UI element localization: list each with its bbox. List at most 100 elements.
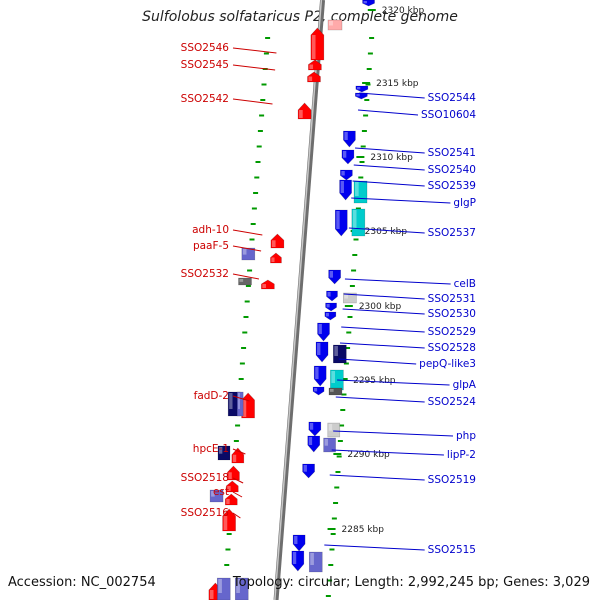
feature-box bbox=[236, 391, 244, 417]
feature-box bbox=[308, 551, 323, 573]
reverse-gene bbox=[307, 435, 321, 453]
right-gene-label: SSO2529 bbox=[428, 326, 476, 338]
feature-box bbox=[238, 277, 252, 286]
reverse-gene-shade bbox=[317, 343, 321, 355]
forward-gene-shade bbox=[227, 485, 231, 491]
reverse-gene bbox=[328, 269, 341, 285]
right-gene-label: glgP bbox=[453, 197, 476, 209]
reverse-gene-shade bbox=[294, 536, 298, 544]
reverse-gene bbox=[291, 550, 305, 572]
left-gene-label: hpcE-1 bbox=[193, 443, 229, 455]
reverse-gene bbox=[302, 463, 315, 479]
left-leader-line bbox=[232, 395, 250, 402]
feature-box-shade bbox=[355, 182, 359, 196]
reverse-gene bbox=[362, 0, 375, 7]
scale-label: 2295 kbp bbox=[353, 376, 396, 386]
right-leader-line bbox=[343, 293, 425, 300]
forward-gene-shade bbox=[299, 110, 303, 118]
reverse-gene bbox=[325, 302, 337, 312]
reverse-gene bbox=[334, 209, 348, 237]
feature-box bbox=[216, 577, 231, 600]
reverse-gene bbox=[313, 365, 327, 387]
accession-label: Accession: NC_002754 bbox=[8, 575, 156, 590]
reverse-gene-shade bbox=[314, 388, 318, 392]
scale-labels: 2320 kbp 2315 kbp 2310 kbp 2305 kbp 2300 kbp… bbox=[342, 6, 425, 535]
reverse-gene bbox=[343, 130, 356, 148]
forward-gene-shade bbox=[226, 498, 230, 504]
feature-box bbox=[333, 344, 347, 364]
left-leader-line bbox=[232, 98, 273, 105]
forward-gene bbox=[297, 102, 312, 120]
feature-box-shade bbox=[328, 424, 333, 431]
forward-gene-shade bbox=[242, 400, 247, 417]
reverse-gene bbox=[339, 179, 352, 201]
genome-axis bbox=[273, 0, 326, 600]
reverse-gene-shade bbox=[363, 1, 367, 4]
forward-gene-shade bbox=[262, 284, 266, 288]
feature-box-shade bbox=[334, 346, 338, 356]
reverse-gene-shade bbox=[340, 181, 344, 193]
forward-gene-shade bbox=[271, 240, 276, 247]
reverse-gene-shade bbox=[292, 552, 297, 564]
left-gene-label: SSO2542 bbox=[181, 93, 229, 105]
feature-box bbox=[327, 19, 343, 31]
forward-gene bbox=[261, 279, 275, 290]
feature-box bbox=[343, 292, 357, 304]
reverse-gene-shade bbox=[318, 324, 322, 334]
forward-gene bbox=[222, 508, 236, 532]
feature-box-shade bbox=[229, 393, 233, 409]
feature-box-shade bbox=[236, 579, 240, 593]
left-leader-line bbox=[232, 491, 243, 498]
reverse-gene-shade bbox=[309, 423, 314, 430]
reverse-gene bbox=[292, 534, 306, 552]
right-gene-label: SSO2519 bbox=[428, 474, 476, 486]
left-leader-line bbox=[232, 273, 260, 280]
feature-box-shade bbox=[310, 553, 314, 565]
map-title: Sulfolobus solfataricus P2, complete gen… bbox=[142, 9, 458, 25]
scale-label: 2285 kbp bbox=[342, 525, 385, 535]
right-gene-label: pepQ-like3 bbox=[419, 358, 476, 370]
reverse-gene-shade bbox=[308, 437, 313, 445]
left-gene-label: adh-10 bbox=[192, 224, 229, 236]
right-leader-line bbox=[324, 544, 425, 551]
right-leader-line bbox=[329, 474, 425, 481]
left-gene-label: SSO2518 bbox=[181, 472, 229, 484]
right-leader-line bbox=[342, 308, 425, 315]
right-gene-label: SSO2530 bbox=[428, 308, 476, 320]
reverse-gene-shade bbox=[344, 132, 348, 140]
left-leader-line bbox=[232, 448, 246, 455]
right-leader-line bbox=[333, 430, 454, 437]
feature-box bbox=[241, 247, 256, 261]
topology-label: Topology: circular; Length: 2,992,245 bp… bbox=[232, 575, 590, 590]
feature-box bbox=[234, 577, 249, 600]
scale-label: 2320 kbp bbox=[382, 6, 425, 16]
reverse-gene bbox=[315, 341, 329, 363]
reverse-gene-shade bbox=[356, 87, 361, 90]
left-leader-line bbox=[232, 47, 277, 54]
reverse-gene bbox=[317, 322, 330, 342]
scale-label: 2305 kbp bbox=[365, 227, 408, 237]
right-leader-line bbox=[348, 227, 425, 234]
right-leader-line bbox=[359, 92, 425, 99]
reverse-gene bbox=[340, 169, 353, 181]
reverse-gene bbox=[312, 386, 325, 396]
right-gene-label: SSO2531 bbox=[428, 293, 476, 305]
feature-box-shade bbox=[239, 279, 244, 282]
reverse-gene-shade bbox=[341, 171, 345, 176]
forward-gene bbox=[310, 27, 325, 61]
feature-box-shade bbox=[344, 294, 348, 299]
forward-gene-shade bbox=[209, 590, 214, 599]
reverse-gene-shade bbox=[356, 94, 360, 97]
forward-gene-shade bbox=[223, 516, 228, 530]
right-leader-line bbox=[351, 197, 451, 204]
feature-box-shade bbox=[218, 579, 222, 593]
right-gene-label: celB bbox=[454, 278, 476, 290]
left-leader-line bbox=[232, 229, 263, 236]
reverse-gene-shade bbox=[326, 304, 330, 308]
feature-box-shade bbox=[352, 210, 357, 229]
right-gene-label: SSO10604 bbox=[421, 109, 476, 121]
right-gene-label: SSO2515 bbox=[428, 544, 476, 556]
feature-box bbox=[328, 387, 343, 396]
forward-gene bbox=[307, 71, 321, 83]
forward-gene-shade bbox=[271, 257, 275, 262]
